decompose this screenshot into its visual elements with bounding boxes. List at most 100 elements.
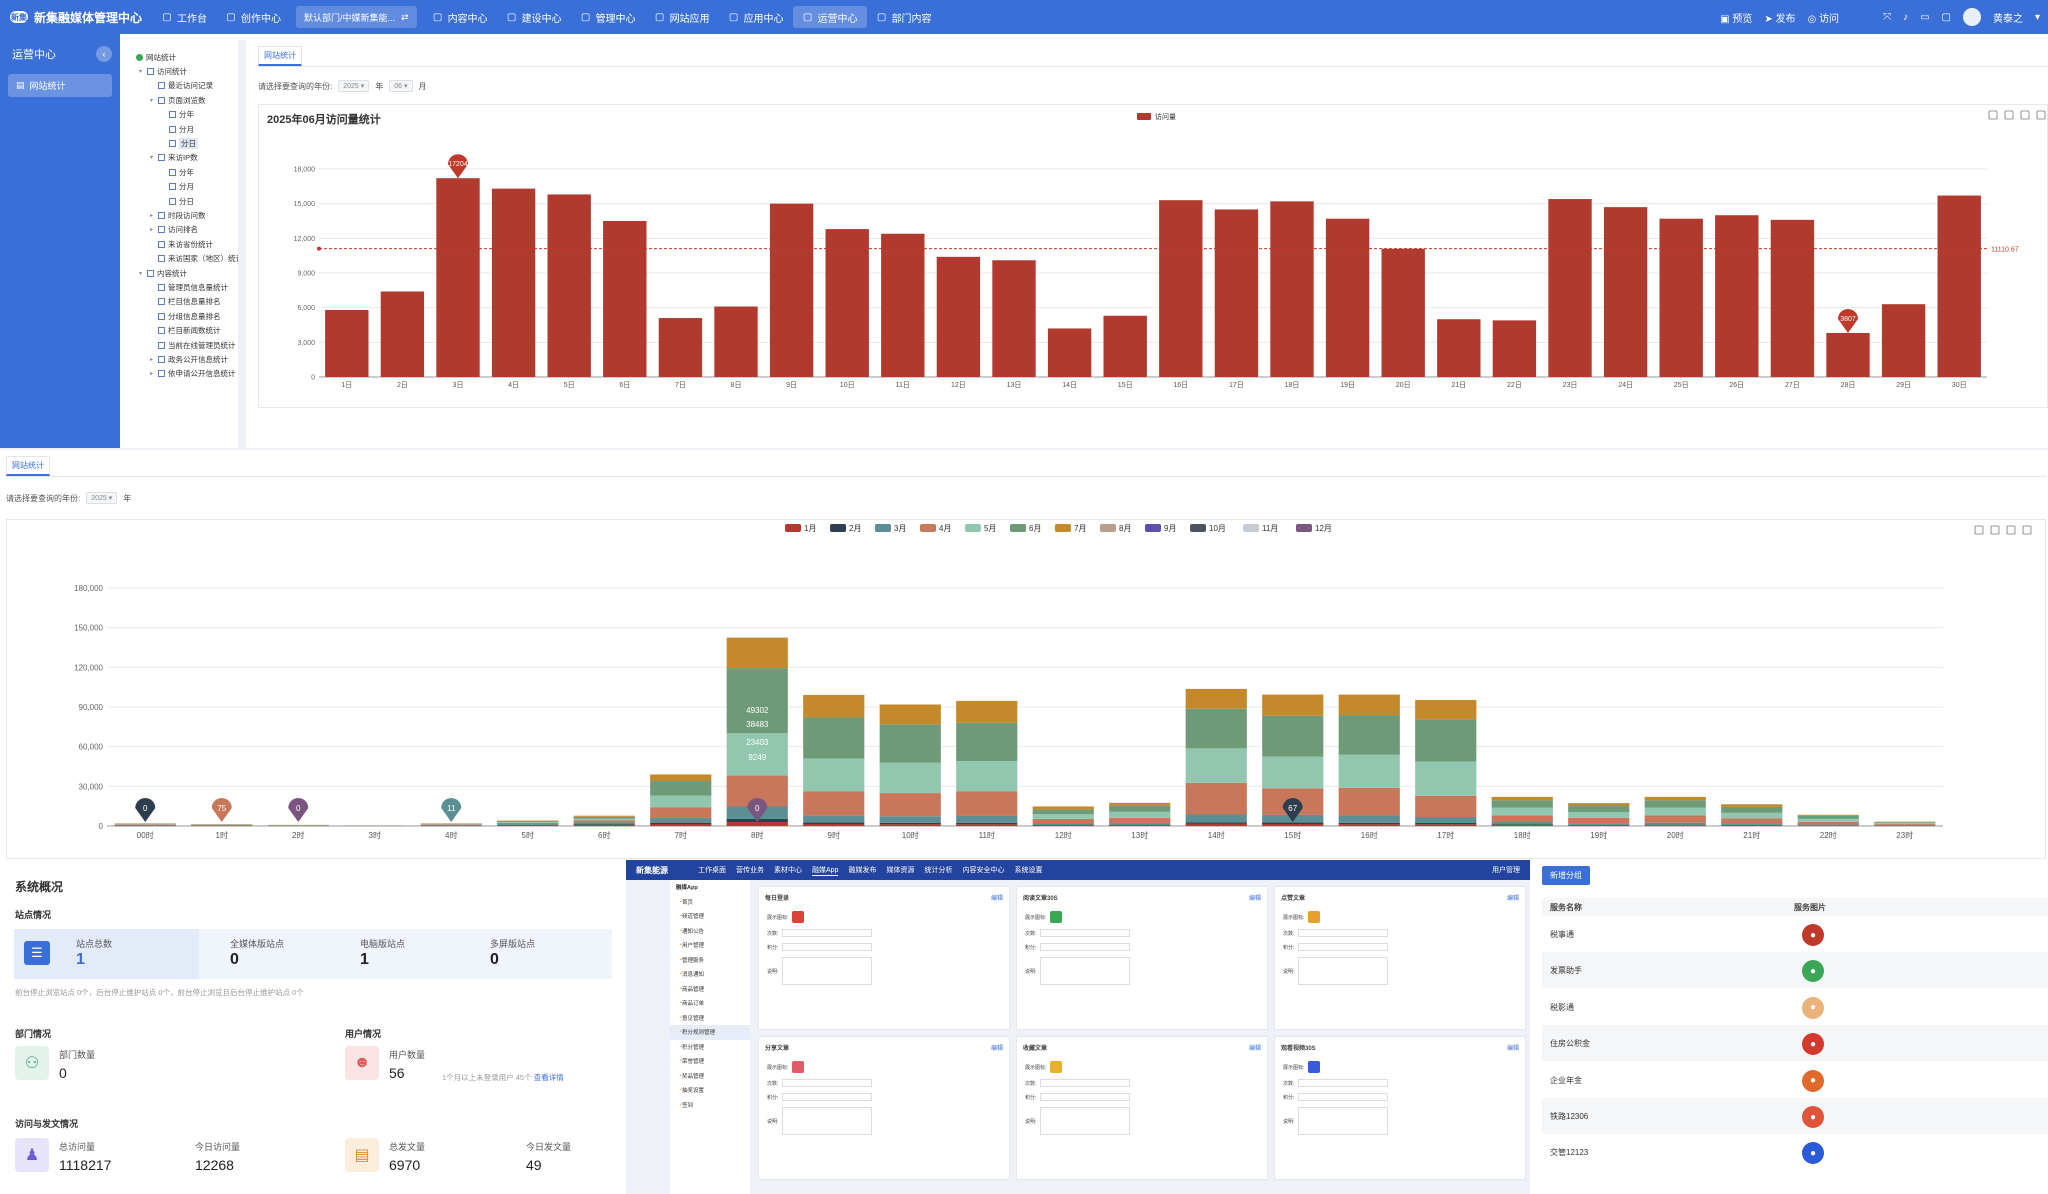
bar-marker-label: 0 bbox=[755, 804, 760, 813]
tree-node[interactable]: ▾ 页面浏览数 bbox=[122, 93, 238, 107]
tree-node[interactable]: 管理员信息量统计 bbox=[122, 280, 238, 294]
tree-node[interactable]: 分组信息量排名 bbox=[122, 309, 238, 323]
user-name[interactable]: 黄泰之 bbox=[1992, 13, 2023, 25]
tree-node[interactable]: ▾ 来访IP数 bbox=[122, 151, 238, 165]
tree-node[interactable]: 分月 bbox=[122, 122, 238, 136]
service-row[interactable]: 发票助手 ● bbox=[1542, 952, 2048, 989]
tree-node[interactable]: ▾ 访问统计 bbox=[122, 64, 238, 78]
tree-node[interactable]: 栏目新闻数统计 bbox=[122, 323, 238, 337]
stacked-bar-segment bbox=[726, 668, 788, 734]
embedded-topbar: 新集能源 工作桌面 营传业务 素材中心 融媒App 融媒发布 媒体资源 统计分析 内容安全中心… bbox=[626, 860, 1530, 880]
tree-node[interactable]: ▸ 时段访问数 bbox=[122, 208, 238, 222]
tree-node[interactable]: 分月 bbox=[122, 180, 238, 194]
service-row[interactable]: 交管12123 ● bbox=[1542, 1134, 2048, 1170]
nav-label: 管理中心 bbox=[595, 13, 636, 25]
nav-nav-0[interactable]: ▢ 工作台 bbox=[152, 6, 216, 28]
tree-node[interactable]: ▸ 依申请公开信息统计 bbox=[122, 367, 238, 381]
service-row[interactable]: 铁路12306 ● bbox=[1542, 1098, 2048, 1134]
view-details-link[interactable]: 查看详情 bbox=[533, 1073, 564, 1082]
expand-arrow-icon[interactable]: ▸ bbox=[150, 356, 154, 363]
stacked-bar-segment bbox=[650, 774, 712, 782]
stacked-bar-segment bbox=[1491, 796, 1553, 801]
service-row[interactable]: 住房公积金 ● bbox=[1542, 1025, 2048, 1062]
tree-node[interactable]: 网站统计 bbox=[122, 50, 238, 64]
nav-nav-1[interactable]: ▢ 创作中心 bbox=[216, 6, 290, 28]
nav-nav2-4[interactable]: ▢ 应用中心 bbox=[719, 6, 793, 28]
expand-arrow-icon[interactable]: ▸ bbox=[150, 371, 154, 378]
tree-node[interactable]: 当前在线管理员统计 bbox=[122, 338, 238, 352]
embedded-field: 积分: bbox=[759, 1090, 1009, 1104]
embedded-field: 次数: bbox=[1017, 926, 1267, 940]
tree-node[interactable]: 来访国家（地区）统计 bbox=[122, 251, 238, 265]
tree-node[interactable]: 分年 bbox=[122, 108, 238, 122]
stacked-bar-segment bbox=[1185, 708, 1247, 749]
embedded-field: 说明: bbox=[1017, 954, 1267, 988]
expand-arrow-icon[interactable]: ▾ bbox=[139, 69, 143, 76]
tree-node[interactable]: 分日 bbox=[122, 136, 238, 150]
stacked-bar-segment bbox=[497, 825, 559, 826]
tab-site-stats[interactable]: 网站统计 bbox=[258, 46, 302, 66]
embedded-side-item: ▪ 用户管理 bbox=[670, 938, 750, 953]
year-select[interactable]: 2025 ▾ bbox=[338, 80, 370, 92]
compass-icon: ◎ bbox=[1807, 13, 1817, 25]
report-icon bbox=[147, 68, 154, 76]
bell-icon[interactable]: ♪ bbox=[1903, 11, 1909, 23]
expand-arrow-icon[interactable]: ▾ bbox=[139, 270, 143, 277]
tree-node[interactable]: 分日 bbox=[122, 194, 238, 208]
legend-swatch bbox=[1100, 524, 1116, 532]
preview-button[interactable]: ▣ 预览 bbox=[1720, 13, 1753, 25]
x-tick-label: 20日 bbox=[1396, 381, 1411, 389]
add-group-button[interactable]: 新增分组 bbox=[1542, 866, 1590, 885]
monitor-small-icon[interactable]: ▢ bbox=[1941, 11, 1951, 23]
bar bbox=[1159, 200, 1203, 377]
tree-node[interactable]: 分年 bbox=[122, 165, 238, 179]
avatar[interactable] bbox=[1962, 8, 1981, 26]
folder-icon: ▪ bbox=[680, 927, 682, 934]
fullscreen-icon[interactable]: ⤧ bbox=[1883, 11, 1892, 23]
nav-nav2-3[interactable]: ▢ 网站应用 bbox=[645, 6, 719, 28]
expand-arrow-icon[interactable]: ▾ bbox=[150, 97, 154, 104]
collapse-icon[interactable]: ‹ bbox=[96, 46, 112, 62]
nav-nav2-2[interactable]: ▢ 管理中心 bbox=[571, 6, 645, 28]
legend-swatch bbox=[920, 524, 936, 532]
bar bbox=[603, 221, 647, 377]
service-row[interactable]: 税影通 ● bbox=[1542, 989, 2048, 1025]
tree-node[interactable]: 最近访问记录 bbox=[122, 79, 238, 93]
message-icon[interactable]: ▭ bbox=[1920, 11, 1930, 23]
tree-node[interactable]: 来访省份统计 bbox=[122, 237, 238, 251]
dept-selector[interactable]: 默认部门/中媒新集能... ⇄ bbox=[296, 6, 417, 28]
tree-node[interactable]: ▾ 内容统计 bbox=[122, 266, 238, 280]
expand-arrow-icon[interactable]: ▾ bbox=[150, 155, 154, 162]
nav-nav2-6[interactable]: ▢ 部门内容 bbox=[867, 6, 941, 28]
service-row[interactable]: 企业年金 ● bbox=[1542, 1062, 2048, 1098]
sidebar-item-site-stats[interactable]: ▤ 网站统计 bbox=[8, 74, 112, 97]
expand-arrow-icon[interactable]: ▸ bbox=[150, 212, 154, 219]
stacked-bar-segment bbox=[1721, 804, 1783, 807]
year-select-2[interactable]: 2025 ▾ bbox=[86, 492, 118, 504]
x-tick-label: 18时 bbox=[1514, 830, 1531, 840]
month-select[interactable]: 06 ▾ bbox=[389, 80, 413, 92]
stacked-bar-segment bbox=[726, 637, 788, 669]
tab-site-stats-2[interactable]: 网站统计 bbox=[6, 456, 50, 476]
service-row[interactable]: 税事通 ● bbox=[1542, 916, 2048, 952]
tree-node-label: 当前在线管理员统计 bbox=[168, 340, 236, 350]
expand-arrow-icon[interactable]: ▸ bbox=[150, 227, 154, 234]
visit-button[interactable]: ◎ 访问 bbox=[1807, 13, 1840, 25]
settings-icon: ▢ bbox=[580, 11, 591, 23]
x-tick-label: 5时 bbox=[522, 830, 534, 840]
tree-node[interactable]: 栏目信息量排名 bbox=[122, 295, 238, 309]
publish-button[interactable]: ➤ 发布 bbox=[1764, 13, 1796, 25]
nav-nav2-1[interactable]: ▢ 建设中心 bbox=[497, 6, 571, 28]
folder-icon: ▪ bbox=[680, 1029, 682, 1036]
refresh-icon bbox=[2036, 110, 2046, 120]
app-logo[interactable]: 新集 新集融媒体管理中心 bbox=[0, 9, 152, 26]
nav-nav2-0[interactable]: ▢ 内容中心 bbox=[423, 6, 497, 28]
embedded-field: 展示图标: bbox=[1275, 1058, 1525, 1076]
dept-title: 部门情况 bbox=[15, 1029, 52, 1039]
tree-node[interactable]: ▸ 政务公开信息统计 bbox=[122, 352, 238, 366]
embedded-side-label: 首页 bbox=[681, 899, 693, 906]
nav-nav2-5[interactable]: ▢ 运营中心 bbox=[792, 6, 867, 28]
station-title: 站点情况 bbox=[15, 910, 52, 920]
bar bbox=[1659, 218, 1703, 377]
tree-node[interactable]: ▸ 访问排名 bbox=[122, 223, 238, 237]
